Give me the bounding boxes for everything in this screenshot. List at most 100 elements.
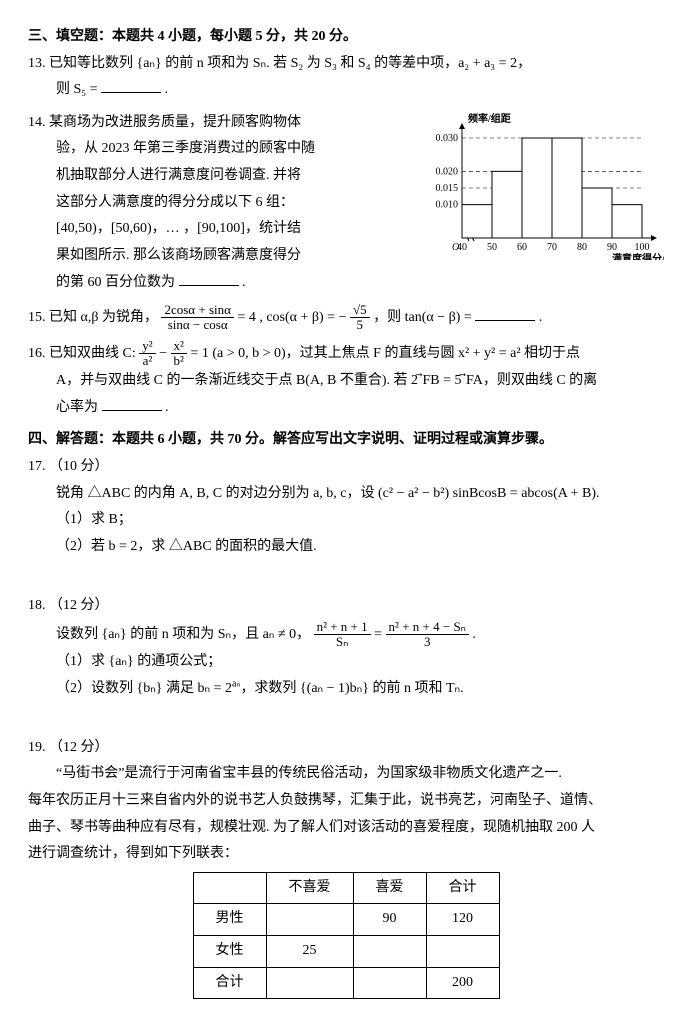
q15-blank [475,306,535,321]
table-cell [426,936,499,968]
svg-text:90: 90 [607,242,617,253]
svg-text:0.010: 0.010 [436,199,459,210]
q18-fracR: n² + n + 4 − Sₙ 3 [386,620,469,650]
q13-number: 13. [28,56,46,71]
table-header-cell: 喜爱 [353,872,426,904]
section4-heading: 四、解答题：本题共 6 小题，共 70 分。解答应写出文字说明、证明过程或演算步… [28,427,664,454]
q15-frac1: 2cosα + sinα sinα − cosα [161,303,233,333]
q19-l3: 曲子、琴书等曲种应有尽有，规模壮观. 为了解人们对该活动的喜爱程度，现随机抽取 … [28,815,664,842]
svg-text:80: 80 [577,242,587,253]
table-row: 女性25 [193,936,499,968]
table-cell: 合计 [193,967,266,999]
q14-l7-pre: 的第 60 百分位数为 [56,275,175,290]
table-cell: 90 [353,904,426,936]
q13-line1: 已知等比数列 {aₙ} 的前 n 项和为 Sₙ. 若 S₂ 为 S₃ 和 S₄ … [49,56,531,71]
q19-pts: （12 分） [49,740,109,755]
q15-frac1-den: sinα − cosα [161,318,233,332]
q18-number: 18. [28,598,46,613]
svg-text:0.020: 0.020 [436,166,459,177]
q15-post: . [539,310,543,325]
question-19: 19. （12 分） “马街书会”是流行于河南省宝丰县的传统民俗活动，为国家级非… [28,735,664,999]
svg-text:0.015: 0.015 [436,183,459,194]
svg-text:频率/组距: 频率/组距 [468,112,511,125]
question-15: 15. 已知 α,β 为锐角， 2cosα + sinα sinα − cosα… [28,303,664,333]
svg-text:50: 50 [487,242,497,253]
q18-eq: = [374,627,382,642]
q16-minus: − [159,346,167,361]
q18-fracL-num: n² + n + 1 [314,620,371,635]
q17-p1: （1）求 B； [28,507,664,534]
table-header-cell: 不喜爱 [266,872,353,904]
q15-frac2-num: √5 [350,303,370,318]
q17-p2: （2）若 b = 2，求 △ABC 的面积的最大值. [28,534,664,561]
q14-l2: 验，从 2023 年第三季度消费过的顾客中随 [28,136,408,163]
q15-frac1-num: 2cosα + sinα [161,303,233,318]
q17-pts: （10 分） [49,459,109,474]
svg-text:60: 60 [517,242,527,253]
q18-fracL: n² + n + 1 Sₙ [314,620,371,650]
q18-l1-post: . [472,627,476,642]
table-row: 男性90120 [193,904,499,936]
q15-pre: 已知 α,β 为锐角， [49,310,158,325]
q16-frac-a: y² a² [139,339,155,369]
q14-l5: [40,50)，[50,60)，… ，[90,100]，统计结 [28,216,408,243]
q16-frac-a-den: a² [139,354,155,368]
table-cell: 200 [426,967,499,999]
q16-l2: A，并与双曲线 C 的一条渐近线交于点 B(A, B 不重合). 若 2 ⃗FB… [28,368,664,395]
question-18: 18. （12 分） 设数列 {aₙ} 的前 n 项和为 Sₙ，且 aₙ ≠ 0… [28,593,664,702]
q16-l3-post: . [165,400,169,415]
q14-l4: 这部分人满意度的得分分成以下 6 组： [28,190,408,217]
q14-number: 14. [28,115,46,130]
q19-l4: 进行调查统计，得到如下列联表： [28,841,664,868]
table-header-cell [193,872,266,904]
question-16: 16. 已知双曲线 C: y² a² − x² b² = 1 (a > 0, b… [28,339,664,422]
q18-p2-pre: （2）设数列 {bₙ} 满足 bₙ = 2 [56,681,232,696]
q19-number: 19. [28,740,46,755]
q14-l3: 机抽取部分人进行满意度问卷调查. 并将 [28,163,408,190]
q19-l1: “马街书会”是流行于河南省宝丰县的传统民俗活动，为国家级非物质文化遗产之一. [28,761,664,788]
q16-l1-post: = 1 (a > 0, b > 0)，过其上焦点 F 的直线与圆 x² + y²… [190,346,580,361]
q14-l1: 某商场为改进服务质量，提升顾客购物体 [49,115,301,130]
q16-l1-pre: 已知双曲线 C: [49,346,136,361]
q18-fracR-num: n² + n + 4 − Sₙ [386,620,469,635]
q16-number: 16. [28,346,46,361]
svg-text:满意度得分/分: 满意度得分/分 [612,252,664,260]
q16-l3-pre: 心率为 [56,400,98,415]
q16-frac-b-den: b² [171,354,187,368]
q13-blank [101,78,161,93]
question-13: 13. 已知等比数列 {aₙ} 的前 n 项和为 Sₙ. 若 S₂ 为 S₃ 和… [28,51,664,104]
q18-p2-post: ，求数列 {(aₙ − 1)bₙ} 的前 n 项和 Tₙ. [240,681,463,696]
q15-mid: ，则 tan(α − β) = [373,310,472,325]
q13-line2-pre: 则 S₅ = [56,82,98,97]
table-cell [266,967,353,999]
q16-frac-a-num: y² [139,339,155,354]
q18-p1: （1）求 {aₙ} 的通项公式； [28,649,664,676]
q18-l1-pre: 设数列 {aₙ} 的前 n 项和为 Sₙ，且 aₙ ≠ 0， [56,627,310,642]
q17-number: 17. [28,459,46,474]
table-cell [353,967,426,999]
table-header-cell: 合计 [426,872,499,904]
q19-l2: 每年农历正月十三来自省内外的说书艺人负鼓携琴，汇集于此，说书亮艺，河南坠子、道情… [28,788,664,815]
table-cell [266,904,353,936]
table-cell [353,936,426,968]
svg-text:0.030: 0.030 [436,133,459,144]
question-17: 17. （10 分） 锐角 △ABC 的内角 A, B, C 的对边分别为 a,… [28,454,664,560]
contingency-table: 不喜爱喜爱合计男性90120女性25合计200 [193,872,500,999]
question-14: 14. 某商场为改进服务质量，提升顾客购物体 验，从 2023 年第三季度消费过… [28,110,664,297]
histogram-chart: 0.0100.0150.0200.030405060708090100O频率/组… [416,110,664,271]
table-row: 合计 200 [193,967,499,999]
table-cell: 女性 [193,936,266,968]
table-cell: 25 [266,936,353,968]
q15-frac2: √5 5 [350,303,370,333]
q18-fracL-den: Sₙ [314,635,371,649]
q15-frac2-den: 5 [350,318,370,332]
q18-fracR-den: 3 [386,635,469,649]
q13-line2-post: . [165,82,169,97]
q16-blank [102,396,162,411]
q14-l6: 果如图所示. 那么该商场顾客满意度得分 [28,243,408,270]
svg-text:O: O [452,242,459,253]
svg-text:100: 100 [635,242,650,253]
table-cell: 120 [426,904,499,936]
q15-number: 15. [28,310,46,325]
q14-l7-post: . [242,275,246,290]
